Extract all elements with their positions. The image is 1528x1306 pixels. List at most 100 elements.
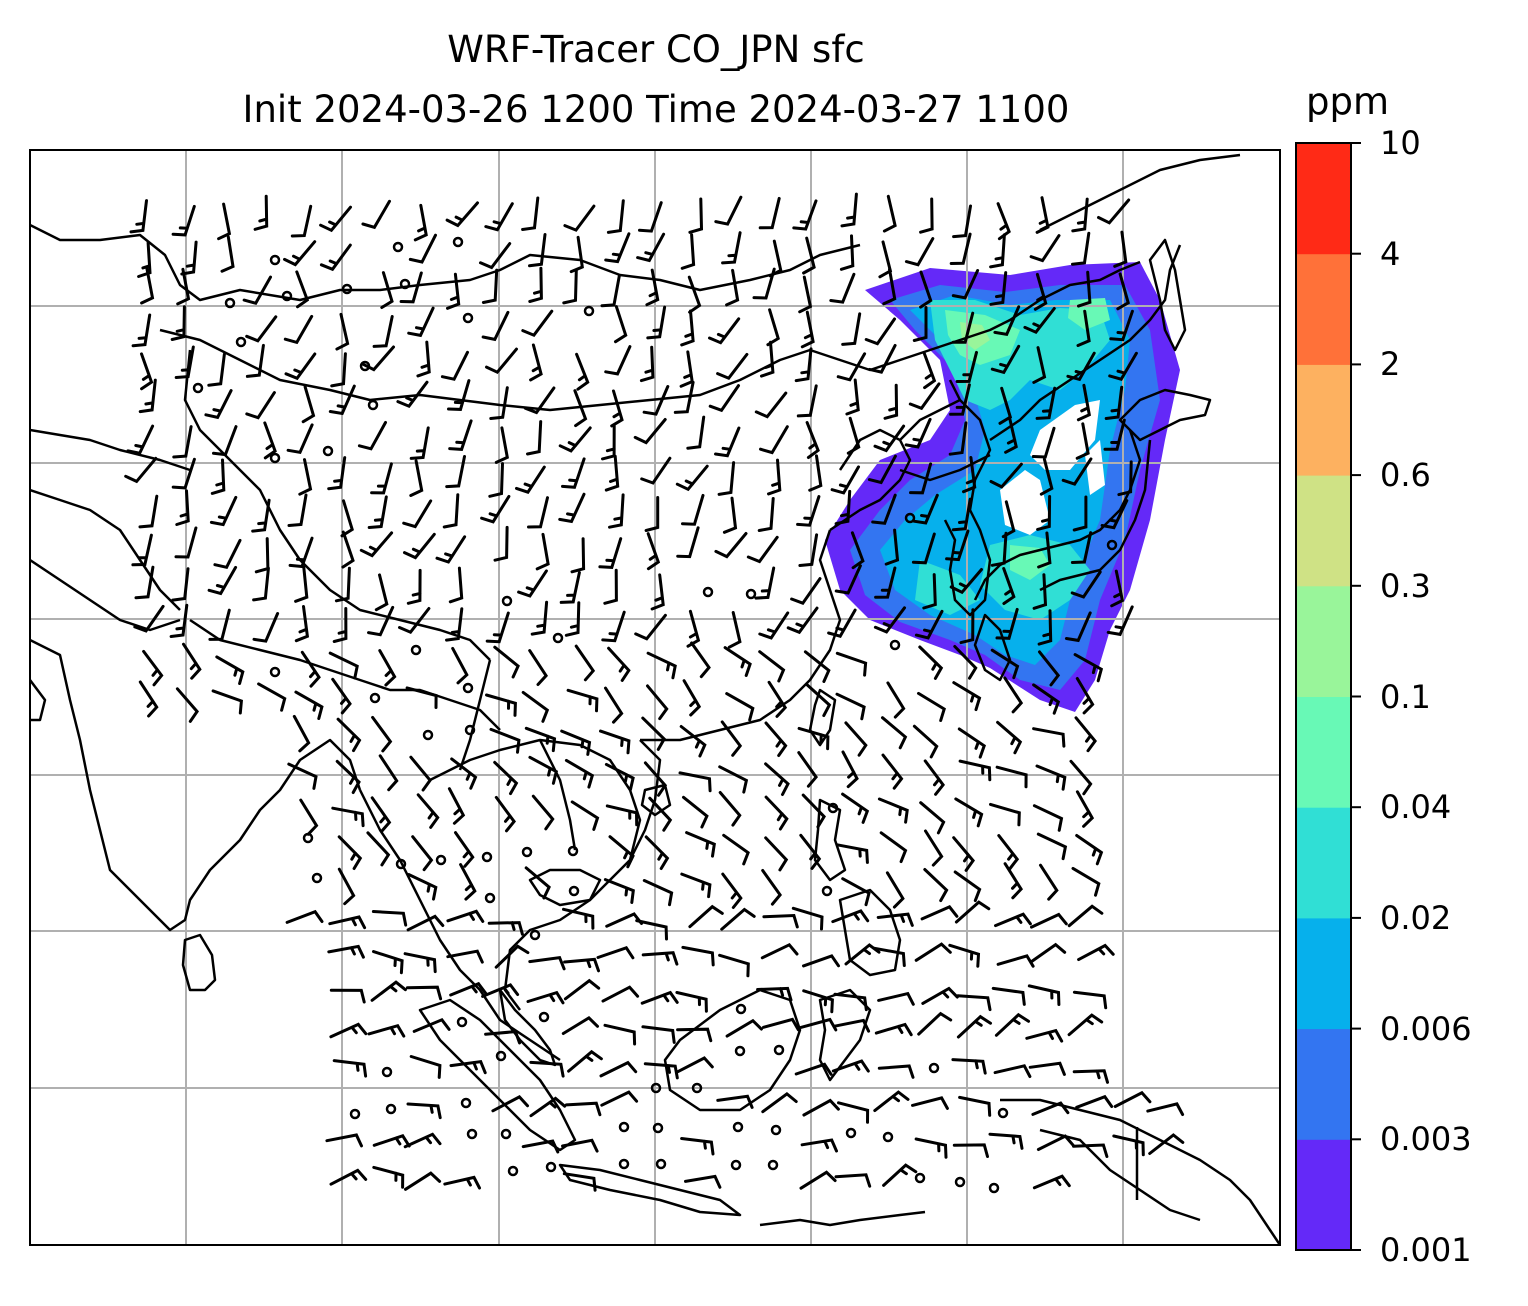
wind-barb — [517, 569, 548, 598]
map-frame — [29, 149, 1281, 1246]
wind-barb — [204, 389, 233, 420]
wind-barb — [1039, 863, 1059, 901]
wind-barb — [844, 721, 868, 757]
wind-barb — [805, 683, 832, 718]
wind-barb — [716, 352, 749, 381]
wind-barb — [687, 275, 702, 314]
wind-barb — [758, 611, 790, 640]
wind-barb — [614, 305, 628, 344]
wind-barb — [1076, 383, 1091, 422]
wind-barb — [682, 795, 709, 829]
wind-barb — [562, 907, 595, 930]
wind-barb — [447, 379, 471, 411]
wind-barb — [335, 312, 350, 351]
wind-barb — [337, 867, 356, 906]
colorbar-tick-label: 0.1 — [1380, 677, 1431, 716]
wind-barb — [526, 990, 565, 1005]
wind-barb — [245, 391, 276, 420]
wind-barb — [951, 497, 972, 532]
wind-barb — [172, 425, 193, 459]
wind-barb — [827, 608, 857, 638]
wind-barb — [994, 1012, 1030, 1037]
wind-barb — [1067, 1013, 1104, 1037]
wind-barb — [882, 267, 897, 306]
wind-barb — [914, 1137, 948, 1159]
wind-barb — [131, 533, 153, 567]
wind-barb — [561, 1138, 599, 1153]
wind-barb — [881, 716, 908, 750]
wind-barb — [416, 340, 431, 378]
wind-barb — [993, 305, 1021, 336]
wind-barb — [521, 196, 540, 231]
wind-barb — [911, 532, 936, 565]
calm-wind-marker — [1106, 539, 1118, 551]
wind-barb — [840, 192, 858, 228]
wind-barb — [917, 691, 946, 722]
philippines-south — [838, 888, 902, 977]
wind-barb — [284, 352, 317, 381]
wind-barb — [361, 345, 395, 372]
wind-barb — [294, 605, 310, 643]
wind-barb — [962, 456, 977, 494]
calm-wind-marker — [495, 1050, 507, 1062]
colorbar-segment — [1296, 585, 1351, 697]
colorbar-tick-label: 0.6 — [1380, 456, 1431, 495]
wind-barb — [567, 1049, 603, 1073]
wind-barb — [1032, 1174, 1071, 1190]
wind-barb — [447, 787, 466, 825]
wind-barb — [644, 496, 660, 532]
wind-barb — [767, 680, 788, 718]
colorbar-segment — [1296, 1028, 1351, 1140]
wind-barb — [175, 687, 199, 723]
wind-barb — [371, 715, 393, 753]
wind-barb — [990, 531, 1008, 567]
calm-wind-marker — [618, 1121, 630, 1133]
wind-barb — [725, 1018, 763, 1038]
korea — [943, 399, 992, 617]
wind-barb — [1071, 231, 1091, 266]
wind-barb — [923, 868, 949, 903]
wind-barb — [791, 906, 824, 931]
wind-barb — [754, 391, 788, 419]
wind-barb — [409, 1055, 442, 1079]
wind-barb — [886, 681, 906, 719]
wind-barbs — [124, 192, 1185, 1192]
colorbar-tick-label: 4 — [1380, 234, 1401, 273]
new-guinea — [1000, 1098, 1280, 1245]
wind-barb — [299, 798, 319, 836]
wind-barb — [757, 497, 775, 532]
calm-wind-marker — [456, 1016, 468, 1028]
wind-barb — [881, 753, 904, 790]
wind-barb — [1070, 531, 1093, 564]
wind-barb — [133, 604, 165, 633]
wind-barb — [758, 650, 786, 683]
wind-barb — [487, 921, 524, 936]
wind-barb — [1035, 196, 1050, 234]
wind-barb — [126, 424, 155, 455]
wind-barb — [210, 458, 226, 495]
wind-barb — [641, 951, 679, 966]
wind-barb — [909, 462, 933, 495]
wind-barb — [635, 919, 668, 941]
wind-barb — [650, 573, 665, 611]
wind-barb — [1023, 307, 1056, 335]
wind-barb — [688, 197, 704, 234]
wind-barb — [413, 203, 428, 242]
wind-barb — [798, 275, 813, 314]
wind-barb — [448, 566, 464, 604]
wind-barb — [917, 1011, 953, 1036]
wind-barb — [952, 836, 975, 872]
colorbar-tick-label: 10 — [1380, 124, 1421, 162]
wind-barb — [604, 686, 624, 724]
wind-barb — [524, 866, 551, 900]
wind-barb — [832, 1018, 871, 1033]
wind-barb — [716, 1094, 754, 1109]
wind-barb — [521, 690, 550, 723]
wind-barb — [1146, 1102, 1185, 1116]
wind-barb — [639, 345, 655, 383]
wind-barb — [1035, 764, 1067, 791]
calm-wind-marker — [928, 1062, 940, 1074]
wind-barb — [558, 492, 586, 524]
wind-barb — [921, 986, 959, 1005]
wind-barb — [251, 498, 271, 533]
